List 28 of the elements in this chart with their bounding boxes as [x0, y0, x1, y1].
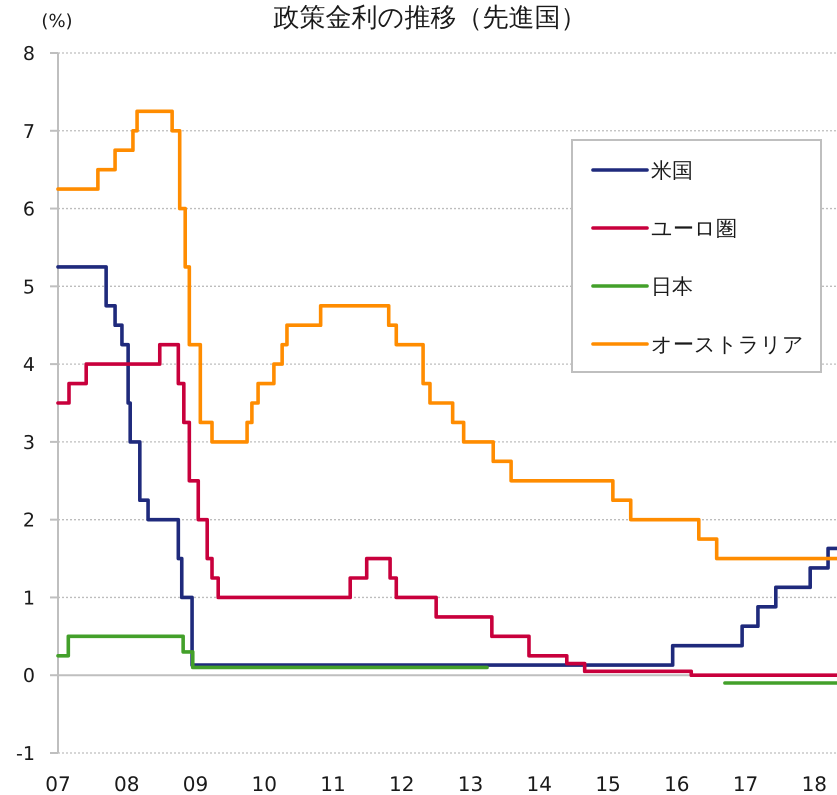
legend-label: オーストラリア — [651, 332, 804, 356]
x-tick-label: 07 — [45, 772, 71, 795]
x-tick-label: 15 — [595, 772, 621, 795]
y-tick-label: 1 — [22, 587, 35, 610]
y-tick-label: 7 — [22, 120, 35, 143]
x-tick-label: 12 — [389, 772, 415, 795]
y-tick-label: 5 — [22, 276, 35, 298]
title: 政策金利の推移（先進国） — [274, 3, 586, 33]
x-tick-label: 16 — [664, 772, 690, 795]
x-tick-label: 17 — [732, 772, 758, 795]
legend-label: 米国 — [651, 158, 693, 182]
x-tick-label: 13 — [458, 772, 484, 795]
ylabel: (%) — [41, 11, 73, 32]
y-tick-label: 3 — [22, 432, 35, 454]
legend-label: 日本 — [651, 274, 693, 298]
y-tick-label: 8 — [22, 43, 35, 65]
legend-label: ユーロ圏 — [651, 216, 737, 240]
y-tick-label: 0 — [22, 665, 35, 688]
y-tick-label: 2 — [22, 510, 35, 532]
x-tick-label: 10 — [252, 772, 277, 795]
x-tick-label: 08 — [114, 772, 140, 795]
x-tick-label: 18 — [802, 772, 828, 795]
x-tick-label: 11 — [320, 772, 346, 795]
y-tick-label: -1 — [16, 743, 35, 765]
x-tick-label: 14 — [526, 772, 552, 795]
y-tick-label: 4 — [22, 354, 35, 376]
x-tick-label: 09 — [182, 772, 208, 795]
y-tick-label: 6 — [22, 198, 35, 221]
